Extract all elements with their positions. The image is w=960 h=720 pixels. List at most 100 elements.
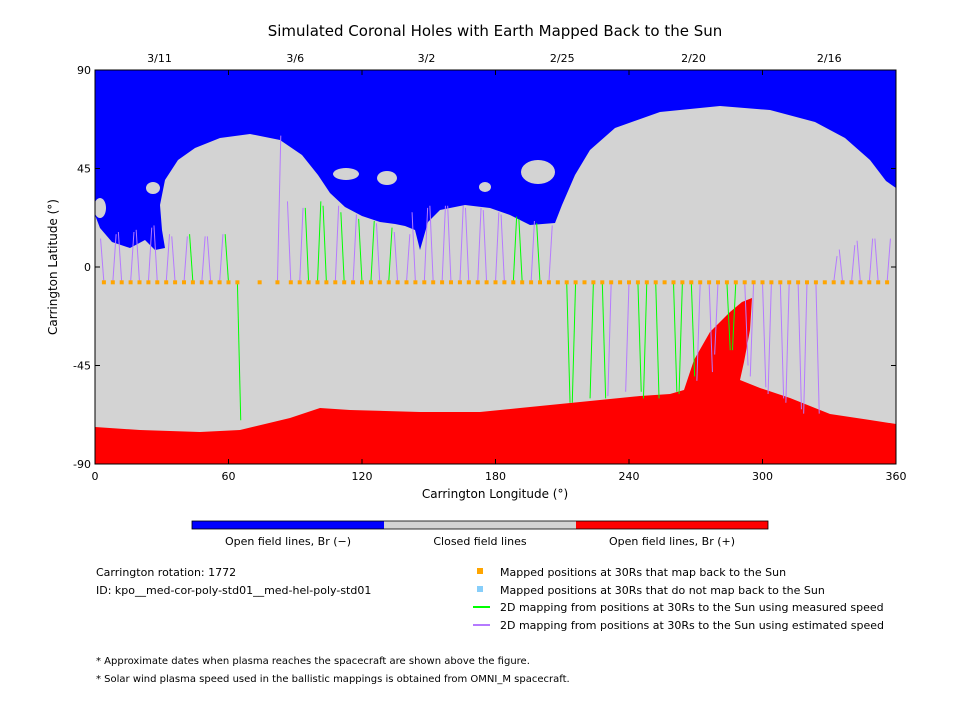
measured-speed-mapping-line <box>189 234 194 283</box>
y-tick-label: 0 <box>84 261 91 274</box>
mapped-footpoint-marker <box>110 280 115 285</box>
mapped-footpoint-marker <box>885 280 890 285</box>
measured-speed-mapping-line <box>673 282 678 392</box>
legend-purple-label: 2D mapping from positions at 30Rs to the… <box>500 619 885 632</box>
chart-title: Simulated Coronal Holes with Earth Mappe… <box>268 22 723 40</box>
measured-speed-mapping-line <box>236 282 242 421</box>
estimated-speed-mapping-line <box>696 282 701 381</box>
legend-orange-marker <box>477 568 483 574</box>
mapped-footpoint-marker <box>493 280 498 285</box>
estimated-speed-mapping-line <box>785 282 790 403</box>
mapped-footpoint-marker <box>155 280 160 285</box>
measured-speed-mapping-line <box>726 282 731 351</box>
mapped-footpoint-marker <box>689 280 694 285</box>
estimated-speed-mapping-line <box>868 238 874 283</box>
estimated-speed-mapping-line <box>464 207 470 283</box>
measured-speed-mapping-line <box>340 212 345 283</box>
measured-speed-mapping-line <box>571 282 577 403</box>
x-tick-label: 60 <box>222 470 236 483</box>
x-tick-label: 0 <box>92 470 99 483</box>
y-tick-label: 45 <box>77 163 91 176</box>
legend-blue-marker <box>477 586 483 592</box>
measured-speed-mapping-line <box>536 223 541 283</box>
measured-speed-mapping-line <box>322 205 327 283</box>
estimated-speed-mapping-line <box>874 238 879 283</box>
estimated-speed-mapping-line <box>171 236 176 283</box>
estimated-speed-mapping-line <box>838 249 844 283</box>
estimated-speed-mapping-line <box>767 282 772 394</box>
estimated-speed-mapping-line <box>183 236 188 283</box>
measured-speed-mapping-line <box>637 282 642 392</box>
mapped-footpoint-marker <box>199 280 204 285</box>
estimated-speed-mapping-line <box>117 231 123 283</box>
measured-speed-mapping-line <box>358 218 363 283</box>
mapped-footpoint-marker <box>805 280 809 285</box>
mapped-footpoint-marker <box>288 280 293 285</box>
date-tick-label: 3/6 <box>286 52 304 65</box>
estimated-speed-mapping-line <box>429 205 434 283</box>
measured-speed-mapping-line <box>512 216 518 283</box>
mapped-footpoint-marker <box>404 280 409 285</box>
mapped-footpoint-marker <box>484 280 489 285</box>
mapped-footpoint-marker <box>778 280 783 285</box>
estimated-speed-mapping-line <box>477 207 482 283</box>
x-tick-label: 240 <box>619 470 640 483</box>
estimated-speed-mapping-line <box>607 282 612 397</box>
mapped-footpoint-marker <box>275 280 280 285</box>
mapped-footpoint-marker <box>582 280 587 285</box>
x-tick-label: 120 <box>352 470 373 483</box>
legend-orange-label: Mapped positions at 30Rs that map back t… <box>500 566 787 579</box>
estimated-speed-mapping-line <box>130 231 135 283</box>
mapped-footpoint-marker <box>386 280 391 285</box>
estimated-speed-mapping-line <box>334 205 340 283</box>
colorbar-label: Closed field lines <box>433 535 527 548</box>
mapped-footpoint-marker <box>769 280 774 285</box>
estimated-speed-mapping-line <box>779 282 785 399</box>
measured-speed-mapping-line <box>224 234 229 283</box>
estimated-speed-mapping-line <box>423 207 429 283</box>
mapped-footpoint-marker <box>342 280 347 285</box>
estimated-speed-mapping-line <box>625 282 630 392</box>
measured-speed-mapping-line <box>589 282 594 399</box>
mapped-footpoint-marker <box>502 280 507 285</box>
x-tick-label: 360 <box>886 470 907 483</box>
mapped-footpoint-marker <box>876 280 881 285</box>
mapped-footpoint-marker <box>546 280 551 285</box>
date-tick-label: 3/2 <box>418 52 436 65</box>
mapped-footpoint-marker <box>457 280 462 285</box>
mapped-footpoint-marker <box>635 280 640 285</box>
closed-island <box>146 182 160 194</box>
colorbar-segment <box>576 521 768 529</box>
measured-speed-mapping-line <box>642 282 648 399</box>
estimated-speed-mapping-line <box>714 282 719 355</box>
mapped-footpoint-marker <box>680 280 685 285</box>
mapped-footpoint-marker <box>591 280 596 285</box>
estimated-speed-mapping-line <box>393 231 399 283</box>
note-speed: * Solar wind plasma speed used in the ba… <box>96 674 570 685</box>
estimated-speed-mapping-line <box>797 282 802 410</box>
measured-speed-mapping-line <box>370 221 375 283</box>
mapped-footpoint-marker <box>813 280 818 285</box>
mapped-footpoint-marker <box>653 280 658 285</box>
colorbar-frame <box>191 520 769 530</box>
mapped-footpoint-marker <box>662 280 667 285</box>
estimated-speed-mapping-line <box>219 234 224 283</box>
mapped-footpoint-marker <box>119 280 124 285</box>
mapped-footpoint-marker <box>226 280 231 285</box>
estimated-speed-mapping-line <box>411 212 416 283</box>
mapped-footpoint-marker <box>867 280 872 285</box>
mapped-footpoint-marker <box>698 280 703 285</box>
mapped-footpoint-marker <box>466 280 471 285</box>
mapped-footpoint-marker <box>840 280 845 285</box>
colorbar-segment <box>384 521 576 529</box>
x-tick-label: 300 <box>752 470 773 483</box>
mapped-footpoint-marker <box>360 280 364 285</box>
estimated-speed-mapping-line <box>856 240 861 283</box>
estimated-speed-mapping-line <box>744 282 749 366</box>
mapped-footpoint-marker <box>333 280 338 285</box>
estimated-speed-mapping-line <box>495 212 500 283</box>
mapped-footpoint-marker <box>858 280 863 285</box>
mapped-footpoint-marker <box>849 280 854 285</box>
estimated-speed-mapping-line <box>147 227 153 283</box>
measured-speed-mapping-line <box>601 282 607 399</box>
